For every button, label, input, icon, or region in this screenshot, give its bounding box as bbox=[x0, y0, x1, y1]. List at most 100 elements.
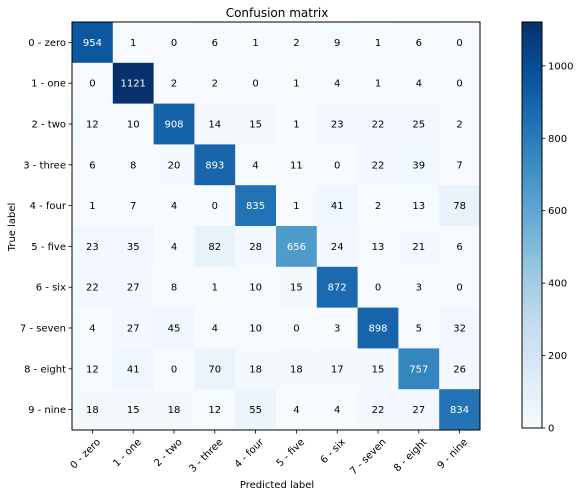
heatmap-cell bbox=[276, 266, 318, 308]
cell-value-label: 17 bbox=[331, 364, 344, 375]
heatmap-cell bbox=[235, 389, 277, 431]
heatmap-cell bbox=[316, 226, 358, 268]
heatmap-cell bbox=[112, 307, 154, 349]
colorbar-ticks: 0 200 400 600 800 1000 bbox=[542, 61, 573, 435]
cell-value-label: 22 bbox=[86, 283, 99, 294]
cell-value-label: 4 bbox=[171, 242, 177, 253]
x-tick-label: 7 - seven bbox=[348, 437, 388, 477]
y-tick-label: 8 - eight bbox=[24, 364, 66, 375]
heatmap-cell bbox=[398, 144, 440, 186]
cell-value-label: 18 bbox=[86, 405, 99, 416]
y-tick-label: 1 - one bbox=[31, 79, 66, 90]
heatmap-cell bbox=[235, 266, 277, 308]
heatmap-cell bbox=[194, 226, 236, 268]
heatmap-cell bbox=[357, 348, 399, 390]
cell-value-label: 18 bbox=[168, 405, 181, 416]
cell-value-label: 0 bbox=[456, 38, 462, 49]
heatmap-cell bbox=[153, 307, 195, 349]
heatmap-cell bbox=[439, 266, 481, 308]
heatmap-cell bbox=[398, 348, 440, 390]
cell-value-label: 835 bbox=[246, 201, 265, 212]
cell-value-label: 6 bbox=[416, 38, 422, 49]
cell-value-label: 0 bbox=[252, 79, 258, 90]
cell-value-label: 0 bbox=[171, 38, 177, 49]
heatmap-cell bbox=[235, 226, 277, 268]
heatmap-cell bbox=[398, 62, 440, 104]
heatmap-cell bbox=[316, 62, 358, 104]
cell-value-label: 7 bbox=[130, 201, 136, 212]
heatmap-cell bbox=[72, 62, 114, 104]
heatmap-cell bbox=[276, 226, 318, 268]
cell-value-label: 0 bbox=[334, 160, 340, 171]
heatmap-cell bbox=[357, 22, 399, 64]
cell-value-label: 1 bbox=[212, 283, 218, 294]
cell-value-label: 14 bbox=[208, 120, 221, 131]
x-tick-label: 1 - one bbox=[111, 437, 143, 469]
cell-value-label: 834 bbox=[450, 405, 469, 416]
heatmap-cell bbox=[72, 22, 114, 64]
cell-value-label: 2 bbox=[456, 120, 462, 131]
heatmap-cell bbox=[235, 144, 277, 186]
y-axis-label: True label bbox=[7, 203, 18, 253]
heatmap-cells bbox=[72, 22, 481, 431]
y-tick-label: 7 - seven bbox=[20, 324, 66, 335]
heatmap-cell bbox=[194, 62, 236, 104]
cell-value-label: 11 bbox=[290, 160, 303, 171]
heatmap-cell bbox=[72, 348, 114, 390]
colorbar bbox=[521, 21, 543, 429]
cell-value-label: 10 bbox=[249, 324, 262, 335]
cell-value-label: 28 bbox=[249, 242, 262, 253]
cell-value-label: 78 bbox=[453, 201, 466, 212]
colorbar-tick-label: 0 bbox=[548, 424, 554, 435]
y-tick-label: 4 - four bbox=[30, 201, 67, 212]
heatmap-cell bbox=[72, 266, 114, 308]
cell-value-label: 3 bbox=[416, 283, 422, 294]
heatmap-cell bbox=[276, 103, 318, 145]
heatmap-cell bbox=[235, 307, 277, 349]
cell-value-label: 22 bbox=[372, 160, 385, 171]
heatmap-cell bbox=[439, 389, 481, 431]
y-axis-ticks: 0 - zero 1 - one 2 - two 3 - three 4 - four 5… bbox=[20, 38, 72, 416]
cell-value-label: 4 bbox=[334, 79, 340, 90]
cell-value-label: 55 bbox=[249, 405, 262, 416]
heatmap-cell bbox=[276, 389, 318, 431]
heatmap-cell bbox=[235, 185, 277, 227]
heatmap-cell bbox=[357, 103, 399, 145]
x-tick-label: 5 - five bbox=[275, 437, 307, 469]
heatmap-cell bbox=[153, 103, 195, 145]
heatmap-cell bbox=[439, 348, 481, 390]
cell-value-label: 1 bbox=[293, 120, 299, 131]
heatmap-cell bbox=[72, 144, 114, 186]
cell-value-label: 24 bbox=[331, 242, 344, 253]
cell-value-label: 1 bbox=[130, 38, 136, 49]
cell-value-label: 41 bbox=[331, 201, 344, 212]
heatmap-cell bbox=[112, 389, 154, 431]
heatmap-cell bbox=[398, 103, 440, 145]
heatmap-cell bbox=[194, 389, 236, 431]
cell-value-label: 4 bbox=[171, 201, 177, 212]
cell-value-label: 872 bbox=[328, 283, 347, 294]
cell-value-label: 13 bbox=[372, 242, 385, 253]
heatmap-cell bbox=[112, 103, 154, 145]
y-tick-label: 2 - two bbox=[31, 120, 66, 131]
cell-value-label: 954 bbox=[83, 38, 102, 49]
heatmap-cell bbox=[72, 226, 114, 268]
x-tick-label: 6 - six bbox=[319, 437, 348, 466]
x-tick-label: 2 - two bbox=[152, 437, 184, 469]
colorbar-tick-label: 800 bbox=[548, 134, 567, 145]
heatmap-cell bbox=[194, 144, 236, 186]
x-tick-label: 3 - three bbox=[187, 437, 225, 475]
cell-value-label: 4 bbox=[252, 160, 258, 171]
cell-value-label: 8 bbox=[171, 283, 177, 294]
heatmap-cell bbox=[357, 226, 399, 268]
heatmap-cell bbox=[439, 185, 481, 227]
heatmap-cell bbox=[276, 22, 318, 64]
heatmap-cell bbox=[194, 185, 236, 227]
heatmap-cell bbox=[439, 22, 481, 64]
heatmap-cell bbox=[276, 144, 318, 186]
heatmap-cell bbox=[194, 22, 236, 64]
heatmap-cell bbox=[194, 348, 236, 390]
heatmap-cell bbox=[112, 185, 154, 227]
cell-value-label: 0 bbox=[375, 283, 381, 294]
